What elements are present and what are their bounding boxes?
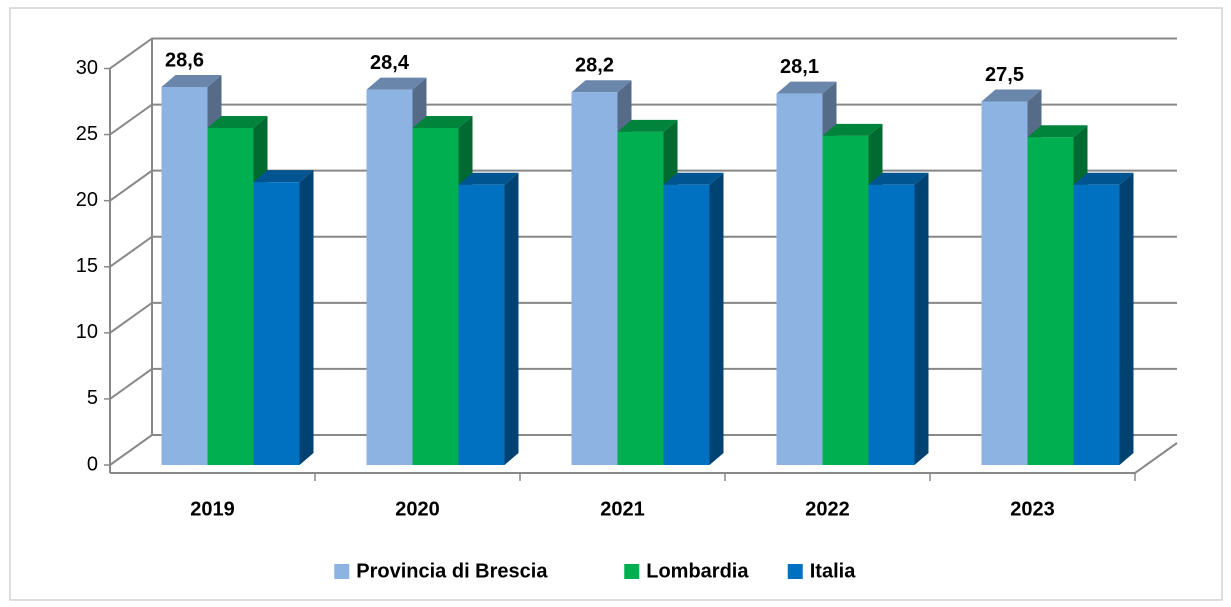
bar-top: [412, 115, 473, 128]
legend-swatch: [624, 564, 640, 579]
data-label: 28,4: [370, 52, 410, 74]
data-label: 28,2: [575, 55, 614, 77]
bar-top: [571, 80, 632, 93]
y-tick-label: 10: [76, 321, 98, 343]
bar-front: [981, 101, 1028, 466]
bar-top: [161, 75, 222, 87]
data-label: 28,1: [780, 56, 819, 78]
bar-top: [663, 172, 724, 185]
bar-front: [822, 135, 869, 465]
bar-front: [571, 92, 618, 465]
bar-side: [1119, 172, 1134, 465]
bar-side: [299, 170, 314, 466]
bar-front: [617, 131, 664, 465]
bar: [822, 123, 883, 465]
bar-top: [1073, 172, 1134, 185]
bar: [1073, 172, 1134, 465]
bar-top: [253, 170, 314, 183]
bar-front: [663, 184, 710, 465]
bar-top: [458, 172, 519, 185]
bar-side: [914, 172, 929, 465]
bar-front: [868, 184, 915, 465]
bar: [253, 170, 314, 466]
y-tick-label: 5: [87, 387, 98, 409]
bar-side: [709, 172, 724, 465]
bar-top: [617, 119, 678, 132]
bar-front: [1027, 137, 1074, 466]
x-tick-label: 2023: [1010, 498, 1055, 520]
bar-front: [207, 127, 254, 465]
bar: [868, 172, 929, 465]
y-tick-label: 0: [87, 453, 98, 475]
x-tick-label: 2020: [395, 498, 440, 520]
x-tick-label: 2019: [190, 498, 235, 520]
bar-top: [207, 115, 268, 128]
y-tick-label: 20: [76, 189, 98, 211]
data-label: 28,6: [165, 49, 204, 71]
y-tick-label: 30: [76, 57, 98, 79]
legend-label: Italia: [810, 560, 856, 582]
bar-front: [458, 184, 505, 465]
bar-top: [822, 123, 883, 136]
bar-front: [412, 127, 459, 465]
bar-top: [868, 172, 929, 185]
bar-front: [161, 87, 208, 465]
x-tick-label: 2022: [805, 498, 850, 520]
bar: [663, 172, 724, 465]
legend-label: Lombardia: [646, 560, 749, 582]
bar-top: [366, 77, 427, 90]
data-label: 27,5: [985, 64, 1024, 86]
bar: [458, 172, 519, 465]
bar-top: [981, 89, 1042, 102]
legend-swatch: [787, 564, 803, 579]
bar-front: [776, 93, 823, 465]
bar-front: [366, 89, 413, 465]
bar-front: [1073, 184, 1120, 465]
bar-front: [253, 182, 300, 466]
y-tick-label: 25: [76, 123, 98, 145]
bar-top: [1027, 125, 1088, 138]
bar-top: [776, 81, 837, 94]
legend-swatch: [334, 564, 350, 579]
legend-label: Provincia di Brescia: [356, 560, 548, 582]
x-tick-label: 2021: [600, 498, 645, 520]
bar-side: [504, 172, 519, 465]
y-tick-label: 15: [76, 255, 98, 277]
